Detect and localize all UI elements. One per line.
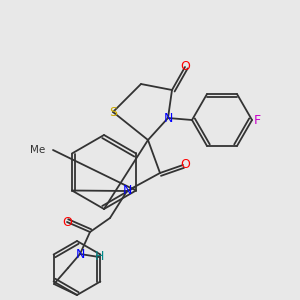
- Text: N: N: [163, 112, 173, 124]
- Text: O: O: [62, 215, 72, 229]
- Text: O: O: [180, 158, 190, 172]
- Text: S: S: [109, 106, 117, 118]
- Text: Me: Me: [30, 145, 45, 155]
- Text: O: O: [180, 61, 190, 74]
- Text: H: H: [94, 250, 104, 263]
- Text: N: N: [122, 184, 132, 197]
- Text: N: N: [75, 248, 85, 260]
- Text: F: F: [254, 113, 261, 127]
